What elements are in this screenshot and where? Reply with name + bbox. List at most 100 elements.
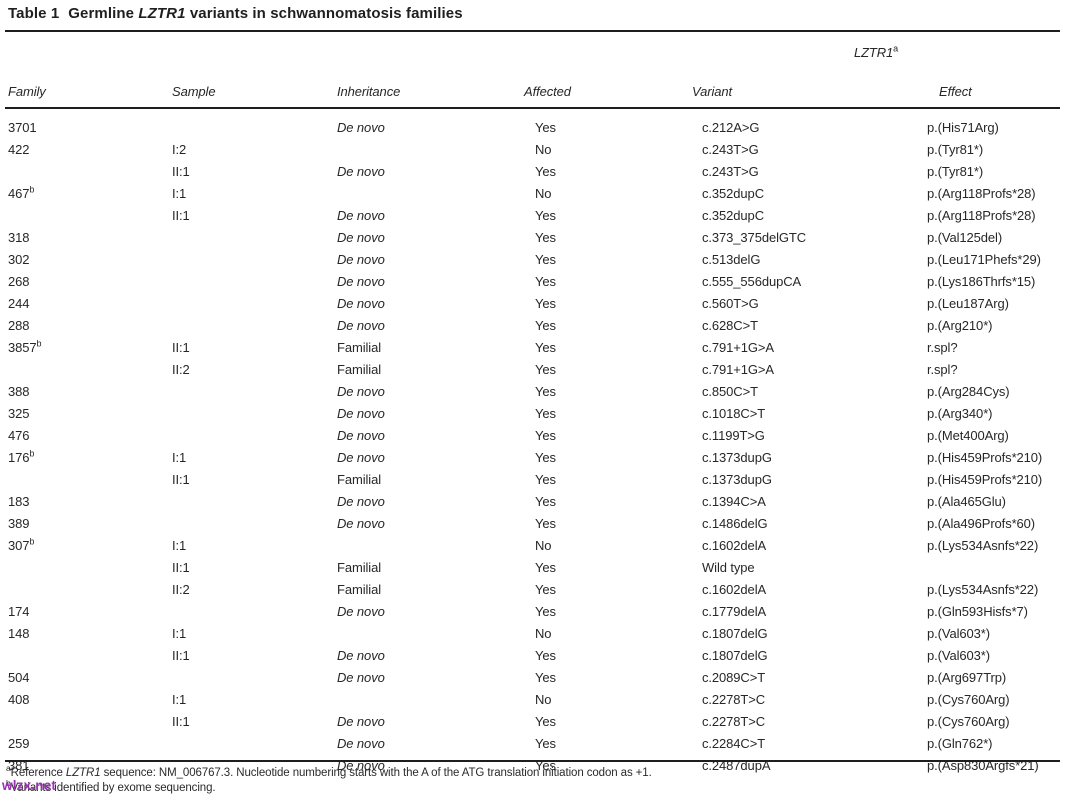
table-footnotes: aReference LZTR1 sequence: NM_006767.3. … (6, 763, 652, 796)
family-cell (5, 160, 172, 182)
group-header-spacer (5, 32, 692, 63)
family-cell: 504 (8, 669, 30, 685)
variant-cell: c.243T>G (702, 141, 759, 157)
effect-cell: p.(Asp830Argfs*21) (927, 757, 1039, 773)
family-footnote-marker: b (36, 338, 42, 349)
footnote-b-marker: b (6, 778, 11, 789)
effect-cell: p.(Arg340*) (927, 405, 993, 421)
effect-cell: p.(Gln593Hisfs*7) (927, 603, 1028, 619)
table-row: II:1 De novo Yes c.352dupC p.(Arg118Profs*28… (5, 204, 1060, 226)
table-row: 318 De novo Yes c.373_375delGTC p.(Val125del… (5, 226, 1060, 248)
table-row: 183 De novo Yes c.1394C>A p.(Ala465Glu) (5, 490, 1060, 512)
sample-cell (172, 600, 337, 622)
family-cell: 176b (8, 448, 35, 465)
table-row: 504 De novo Yes c.2089C>T p.(Arg697Trp) (5, 666, 1060, 688)
variant-cell: c.791+1G>A (702, 361, 774, 377)
variant-cell: c.2278T>C (702, 713, 766, 729)
sample-cell: II:2 (172, 581, 190, 597)
variant-cell: c.555_556dupCA (702, 273, 802, 289)
family-cell (5, 644, 172, 666)
title-divider-rule (5, 30, 1060, 32)
effect-cell: p.(Val125del) (927, 229, 1003, 245)
inheritance-cell: De novo (337, 251, 385, 267)
variant-cell: c.560T>G (702, 295, 759, 311)
inheritance-cell: De novo (337, 229, 385, 245)
group-header-row: LZTR1a (5, 32, 1060, 63)
sample-cell: II:1 (172, 559, 190, 575)
footnote-a-marker: a (6, 763, 11, 774)
affected-cell: No (535, 537, 552, 553)
affected-cell: Yes (535, 735, 556, 751)
column-header-affected: Affected (524, 63, 692, 109)
family-cell (5, 710, 172, 732)
affected-cell: Yes (535, 449, 556, 465)
sample-cell: I:1 (172, 449, 187, 465)
sample-cell: I:1 (172, 185, 187, 201)
family-cell: 288 (8, 317, 30, 333)
variant-cell: c.1779delA (702, 603, 767, 619)
effect-cell: p.(Lys534Asnfs*22) (927, 581, 1039, 597)
effect-cell: r.spl? (927, 339, 958, 355)
table-row: II:1 Familial Yes c.1373dupG p.(His459Profs*… (5, 468, 1060, 490)
affected-cell: Yes (535, 383, 556, 399)
affected-cell: Yes (535, 669, 556, 685)
group-gene-name: LZTR1 (853, 45, 894, 60)
inheritance-cell: De novo (337, 735, 385, 751)
inheritance-cell: De novo (337, 163, 385, 179)
title-gene-name: LZTR1 (138, 5, 186, 22)
family-cell (5, 204, 172, 226)
gene-group-header: LZTR1a (692, 32, 1060, 63)
table-row: II:1 Familial Yes Wild type (5, 556, 1060, 578)
effect-cell: p.(Arg118Profs*28) (927, 207, 1036, 223)
affected-cell: Yes (535, 515, 556, 531)
column-header-family: Family (5, 63, 172, 109)
affected-cell: Yes (535, 251, 556, 267)
effect-cell: p.(Met400Arg) (927, 427, 1009, 443)
family-cell: 388 (8, 383, 30, 399)
sample-cell (172, 314, 337, 336)
footnote-b: bVariants identified by exome sequencing… (6, 778, 216, 794)
effect-cell: p.(Tyr81*) (927, 141, 984, 157)
inheritance-cell: De novo (337, 427, 385, 443)
family-cell: 325 (8, 405, 30, 421)
affected-cell: Yes (535, 119, 556, 135)
affected-cell: Yes (535, 229, 556, 245)
variant-cell: c.1807delG (702, 647, 768, 663)
inheritance-cell: De novo (337, 295, 385, 311)
family-footnote-marker: b (29, 536, 35, 547)
family-cell: 389 (8, 515, 30, 531)
sample-cell: II:1 (172, 471, 190, 487)
family-cell: 422 (8, 141, 30, 157)
effect-cell: p.(Arg210*) (927, 317, 993, 333)
variant-cell: Wild type (702, 559, 755, 575)
column-header-row: Family Sample Inheritance Affected Varia… (5, 63, 1061, 109)
title-post-gene: variants in schwannomatosis families (185, 5, 463, 22)
affected-cell: Yes (535, 405, 556, 421)
variant-cell: c.2278T>C (702, 691, 766, 707)
family-cell: 183 (8, 493, 30, 509)
table-number: Table 1 (8, 5, 60, 22)
group-footnote-marker: a (893, 43, 899, 54)
table-row: II:2 Familial Yes c.1602delA p.(Lys534Asnfs*… (5, 578, 1060, 600)
variant-cell: c.850C>T (702, 383, 758, 399)
table-row: II:1 De novo Yes c.2278T>C p.(Cys760Arg) (5, 710, 1060, 732)
table-bottom-rule (5, 760, 1060, 762)
affected-cell: Yes (535, 339, 556, 355)
table-row: 302 De novo Yes c.513delG p.(Leu171Phefs*29) (5, 248, 1060, 270)
family-footnote-marker: b (29, 448, 35, 459)
variant-cell: c.1394C>A (702, 493, 766, 509)
sample-cell: II:1 (172, 647, 190, 663)
inheritance-cell: De novo (337, 119, 385, 135)
table-row: 388 De novo Yes c.850C>T p.(Arg284Cys) (5, 380, 1060, 402)
affected-cell: Yes (535, 493, 556, 509)
affected-cell: Yes (535, 427, 556, 443)
table-row: 476 De novo Yes c.1199T>G p.(Met400Arg) (5, 424, 1060, 446)
family-cell: 307b (8, 536, 35, 553)
table-row: 422 I:2 No c.243T>G p.(Tyr81*) (5, 138, 1060, 160)
watermark: wlzx.net (2, 778, 57, 793)
inheritance-cell (337, 182, 524, 204)
family-cell: 476 (8, 427, 30, 443)
sample-cell (172, 512, 337, 534)
sample-cell (172, 402, 337, 424)
variants-table: LZTR1a Family Sample Inheritance Affecte… (5, 32, 1061, 776)
